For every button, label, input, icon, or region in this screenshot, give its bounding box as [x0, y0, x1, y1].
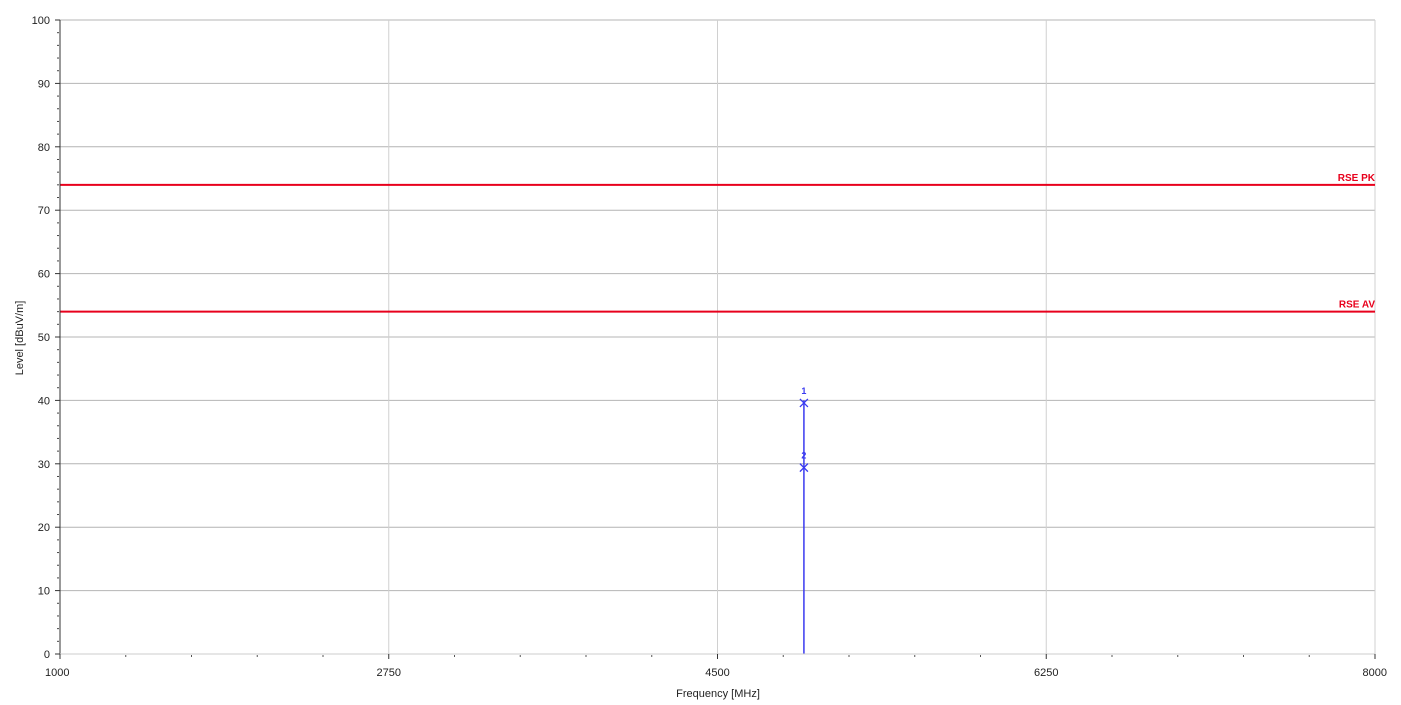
- x-tick-label: 1000: [45, 667, 69, 679]
- axis-layer: 0 10 20 30 40 50 60 70 80 90 100 1000 2750 4500 6250 80…: [32, 15, 1387, 679]
- y-tick-label: 50: [38, 332, 50, 344]
- y-tick-label: 90: [38, 78, 50, 90]
- y-axis-label: Level [dBuV/m]: [14, 301, 26, 376]
- marker-label: 1: [801, 386, 806, 396]
- y-tick-label: 60: [38, 269, 50, 281]
- y-tick-label: 100: [32, 15, 50, 27]
- y-tick-label: 20: [38, 522, 50, 534]
- limit-line-label: RSE PK: [1338, 173, 1376, 184]
- series-layer: 12: [800, 386, 808, 654]
- y-tick-label: 30: [38, 459, 50, 471]
- y-tick-label: 80: [38, 142, 50, 154]
- x-axis-label: Frequency [MHz]: [676, 688, 760, 700]
- x-tick-label: 8000: [1363, 667, 1387, 679]
- marker-label: 2: [801, 451, 806, 461]
- y-tick-label: 40: [38, 395, 50, 407]
- grid-layer: [60, 20, 1375, 654]
- y-tick-label: 0: [44, 649, 50, 661]
- x-tick-label: 2750: [377, 667, 401, 679]
- y-tick-label: 70: [38, 205, 50, 217]
- y-tick-label: 10: [38, 586, 50, 598]
- x-tick-label: 4500: [705, 667, 729, 679]
- x-tick-label: 6250: [1034, 667, 1058, 679]
- limit-line-label: RSE AV: [1339, 300, 1375, 311]
